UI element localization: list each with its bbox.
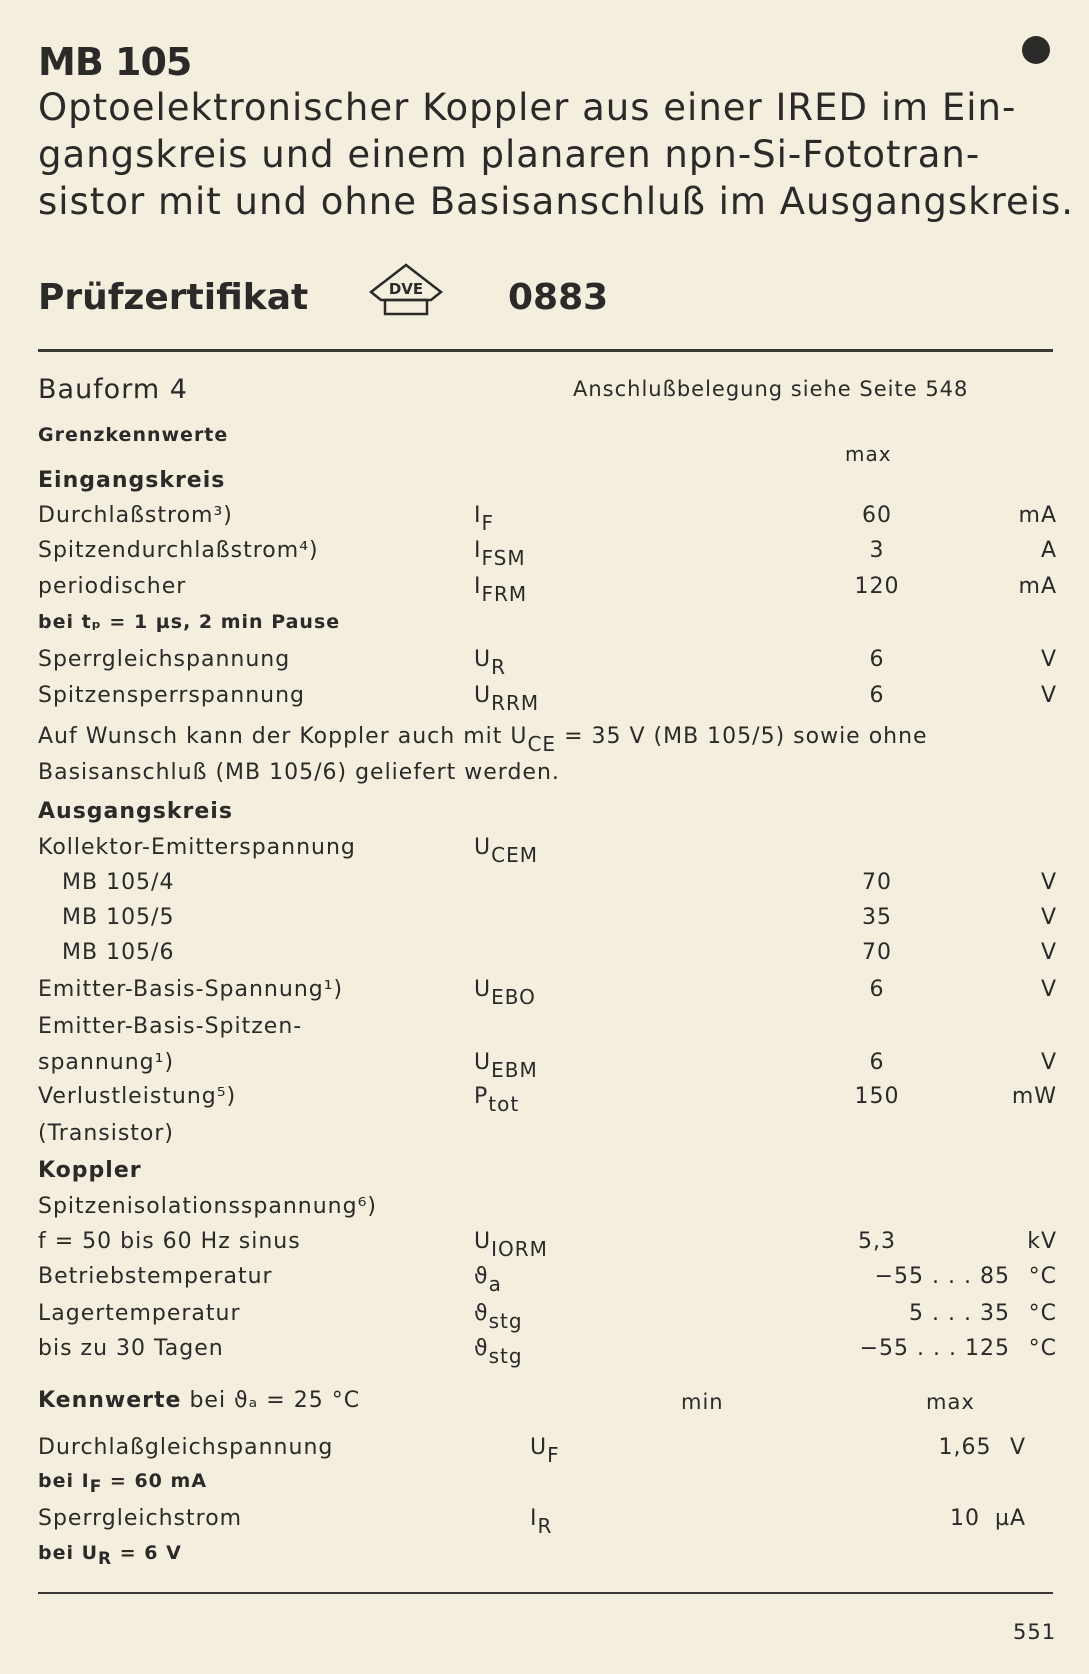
row-unit: V — [1040, 870, 1057, 895]
row-unit: °C — [1028, 1336, 1057, 1361]
row-symbol: IFSM — [474, 538, 526, 570]
row-label: bis zu 30 Tagen — [38, 1336, 224, 1361]
row-label: Emitter-Basis-Spannung¹) — [38, 977, 344, 1002]
min-column-label: min — [681, 1390, 724, 1414]
characteristics-heading-condition: bei ϑₐ = 25 °C — [189, 1388, 361, 1413]
row-value: 6 — [869, 647, 885, 672]
row-label: bei tₚ = 1 µs, 2 min Pause — [38, 611, 341, 633]
row-symbol: UR — [474, 647, 507, 679]
row-symbol: UEBM — [474, 1050, 538, 1082]
row-symbol: ϑstg — [474, 1336, 523, 1368]
row-unit: °C — [1028, 1264, 1057, 1289]
row-label: f = 50 bis 60 Hz sinus — [38, 1229, 301, 1254]
row-value: 70 — [862, 940, 892, 965]
row-label: bei UR = 6 V — [38, 1542, 182, 1569]
certificate-number: 0883 — [508, 277, 609, 318]
row-symbol: URRM — [474, 683, 540, 715]
characteristics-heading: Kennwerte bei ϑₐ = 25 °C — [38, 1388, 360, 1413]
row-unit: °C — [1028, 1301, 1057, 1326]
input-heading: Eingangskreis — [38, 468, 226, 493]
row-symbol: Ptot — [474, 1084, 520, 1116]
row-unit: V — [1040, 647, 1057, 672]
row-value: 3 — [869, 538, 885, 563]
row-label: Kollektor-Emitterspannung — [38, 835, 356, 860]
row-value: 5,3 — [858, 1229, 896, 1254]
row-symbol: UF — [530, 1435, 560, 1467]
row-unit: µA — [994, 1506, 1026, 1531]
row-value: −55 . . . 125 — [859, 1336, 1010, 1361]
characteristics-heading-bold: Kennwerte — [38, 1388, 182, 1413]
row-unit: mW — [1011, 1084, 1057, 1109]
row-label: Spitzensperrspannung — [38, 683, 306, 708]
bauform: Bauform 4 — [38, 374, 188, 405]
row-symbol: ϑstg — [474, 1301, 523, 1333]
row-label: Spitzendurchlaßstrom⁴) — [38, 538, 319, 563]
row-unit: V — [1040, 683, 1057, 708]
row-unit: A — [1040, 538, 1057, 563]
row-unit: V — [1040, 977, 1057, 1002]
row-symbol: IR — [530, 1506, 553, 1538]
certificate-label: Prüfzertifikat — [38, 277, 309, 318]
row-symbol: IFRM — [474, 574, 528, 606]
divider — [38, 1592, 1053, 1594]
row-value: 35 — [862, 905, 892, 930]
row-label: Spitzenisolationsspannung⁶) — [38, 1194, 377, 1219]
row-label: periodischer — [38, 574, 187, 599]
row-unit: V — [1040, 1050, 1057, 1075]
row-unit: V — [1009, 1435, 1026, 1460]
divider — [38, 349, 1053, 352]
row-label: Durchlaßgleichspannung — [38, 1435, 334, 1460]
note-line: Auf Wunsch kann der Koppler auch mit UCE… — [38, 724, 928, 756]
row-value: 6 — [869, 977, 885, 1002]
row-value: 60 — [862, 503, 892, 528]
row-label: MB 105/5 — [62, 905, 175, 930]
row-value: 70 — [862, 870, 892, 895]
note-line: Basisanschluß (MB 105/6) geliefert werde… — [38, 760, 560, 785]
row-label: Sperrgleichspannung — [38, 647, 291, 672]
max-column-label: max — [845, 442, 892, 466]
row-label: Emitter-Basis-Spitzen- — [38, 1014, 303, 1039]
row-value: −55 . . . 85 — [874, 1264, 1010, 1289]
row-label: Verlustleistung⁵) — [38, 1084, 237, 1109]
row-symbol: UIORM — [474, 1229, 548, 1261]
max-column-label: max — [926, 1390, 975, 1414]
row-label: (Transistor) — [38, 1121, 175, 1146]
row-unit: mA — [1018, 574, 1057, 599]
row-value: 5 . . . 35 — [909, 1301, 1010, 1326]
description-line: gangskreis und einem planaren npn-Si-Fot… — [38, 133, 981, 176]
product-title: MB 105 — [38, 40, 192, 84]
row-label: MB 105/4 — [62, 870, 175, 895]
row-value: 10 — [950, 1506, 980, 1531]
row-value: 6 — [869, 683, 885, 708]
row-symbol: ϑa — [474, 1264, 502, 1296]
row-unit: kV — [1027, 1229, 1057, 1254]
row-label: spannung¹) — [38, 1050, 175, 1075]
row-unit: V — [1040, 905, 1057, 930]
row-unit: mA — [1018, 503, 1057, 528]
row-label: Betriebstemperatur — [38, 1264, 273, 1289]
row-label: Sperrgleichstrom — [38, 1506, 243, 1531]
description-line: sistor mit und ohne Basisanschluß im Aus… — [38, 180, 1075, 223]
row-label: Lagertemperatur — [38, 1301, 241, 1326]
row-value: 6 — [869, 1050, 885, 1075]
limits-heading: Grenzkennwerte — [38, 424, 229, 446]
row-value: 150 — [854, 1084, 900, 1109]
description-line: Optoelektronischer Koppler aus einer IRE… — [38, 86, 1017, 129]
row-value: 120 — [854, 574, 900, 599]
dve-certificate-logo-icon: DVE — [368, 263, 444, 316]
row-label: MB 105/6 — [62, 940, 175, 965]
svg-text:DVE: DVE — [389, 280, 423, 298]
row-label: bei IF = 60 mA — [38, 1470, 208, 1497]
row-symbol: IF — [474, 503, 495, 535]
row-unit: V — [1040, 940, 1057, 965]
bullet-mark-icon — [1022, 36, 1050, 64]
row-label: Durchlaßstrom³) — [38, 503, 233, 528]
coupler-heading: Koppler — [38, 1158, 142, 1183]
pin-reference: Anschlußbelegung siehe Seite 548 — [573, 377, 969, 401]
row-symbol: UCEM — [474, 835, 538, 867]
row-value: 1,65 — [938, 1435, 992, 1460]
page-number: 551 — [1013, 1620, 1057, 1644]
row-symbol: UEBO — [474, 977, 536, 1009]
output-heading: Ausgangskreis — [38, 799, 233, 824]
